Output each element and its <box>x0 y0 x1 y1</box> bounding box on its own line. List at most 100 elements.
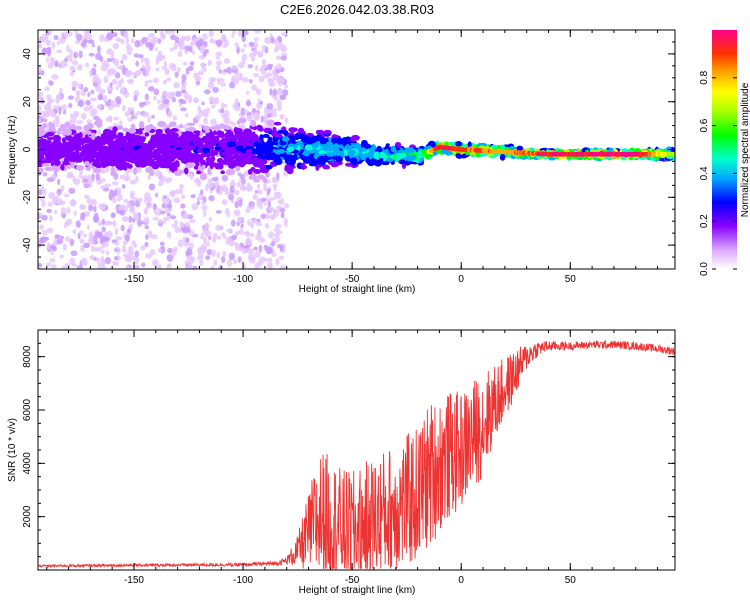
spectrogram-band-blob <box>272 138 279 143</box>
spectrogram-noise-blob <box>272 88 278 97</box>
spectrogram-noise-blob <box>157 208 162 216</box>
spectrogram-band-blob <box>112 126 118 132</box>
spectrogram-noise-blob <box>174 189 180 195</box>
snr-panel: -150 -100 -50 0 50 2000 4000 6000 8000 Height of… <box>7 329 676 596</box>
spectrogram-noise-blob <box>57 188 62 195</box>
spectrogram-band-blob <box>280 149 285 154</box>
spectrogram-noise-blob <box>69 48 73 57</box>
colorbar-gradient <box>712 30 737 269</box>
spectrogram-noise-blob <box>253 113 260 121</box>
spectrogram-noise-blob <box>87 39 95 44</box>
spectrogram-band-blob <box>187 126 196 132</box>
spectrogram-noise-blob <box>215 210 222 214</box>
spectrogram-noise-blob <box>257 189 263 195</box>
spectrogram-noise-blob <box>79 230 84 235</box>
spectrogram-band-blob <box>245 148 254 155</box>
spectrogram-noise-blob <box>166 231 172 239</box>
spectrogram-noise-blob <box>208 96 213 104</box>
spectrogram-noise-blob <box>201 101 205 106</box>
spectrogram-band-blob <box>117 132 124 137</box>
spectrogram-noise-blob <box>71 60 79 66</box>
spectrogram-band-blob <box>86 150 96 157</box>
spectrogram-noise-blob <box>101 226 106 233</box>
spectrogram-band-blob <box>373 151 380 159</box>
spectrogram-noise-blob <box>112 42 120 50</box>
spectrogram-noise-blob <box>96 45 101 54</box>
spectrogram-noise-blob <box>228 252 235 261</box>
spectrogram-band-blob <box>256 124 263 131</box>
snr-ylabel: SNR (10 * v/v) <box>7 418 18 482</box>
spectrogram-noise-blob <box>167 110 172 117</box>
spectrogram-noise-blob <box>248 52 256 58</box>
spectrogram-band-blob <box>158 147 163 155</box>
spectrogram-band-blob <box>318 149 326 155</box>
spectrogram-noise-blob <box>77 232 81 240</box>
spectrogram-noise-blob <box>284 117 289 124</box>
spectrogram-ylabel: Frequency (Hz) <box>7 116 18 185</box>
spectrogram-noise-blob <box>257 98 261 103</box>
spectrogram-noise-blob <box>96 246 102 252</box>
spectrogram-band-blob <box>57 155 62 160</box>
spectrogram-band-blob <box>398 159 406 165</box>
spectrogram-noise-blob <box>126 50 132 56</box>
spectrogram-band-blob <box>297 127 305 134</box>
spectrogram-noise-blob <box>144 241 149 248</box>
spectrogram-noise-blob <box>129 179 137 185</box>
spectrogram-noise-blob <box>70 250 78 257</box>
spectrogram-noise-blob <box>157 170 162 177</box>
spectrogram-noise-blob <box>130 109 135 116</box>
spectrogram-noise-blob <box>184 35 192 42</box>
spectrogram-band-blob <box>137 147 147 155</box>
spectrogram-noise-blob <box>280 212 285 219</box>
spectrogram-band-blob <box>46 151 56 157</box>
spectrogram-noise-blob <box>198 110 204 117</box>
spectrogram-band-blob <box>343 149 349 157</box>
spectrogram-noise-blob <box>155 67 160 72</box>
spectrogram-noise-blob <box>177 239 184 248</box>
spectrogram-band-blob <box>90 132 96 140</box>
spectrogram-noise-blob <box>258 75 265 83</box>
spectrogram-band-blob <box>299 133 305 138</box>
spectrogram-noise-blob <box>63 31 69 39</box>
spectrogram-band-blob <box>144 125 152 132</box>
spectrogram-noise-blob <box>171 62 176 70</box>
spectrogram-band-blob <box>258 159 264 165</box>
spectrogram-noise-blob <box>203 117 209 125</box>
spectrogram-noise-blob <box>122 244 126 251</box>
spectrogram-band-blob <box>499 153 506 161</box>
spectrogram-noise-blob <box>100 88 106 94</box>
spectrogram-band-blob <box>363 144 372 149</box>
spectrogram-band-blob <box>56 129 62 135</box>
spectrogram-band-blob <box>326 145 334 152</box>
spectrogram-noise-blob <box>208 216 213 222</box>
spectrogram-band-blob <box>185 162 194 169</box>
spectrogram-band-blob <box>138 121 145 129</box>
spectrogram-noise-blob <box>89 97 97 102</box>
spectrogram-noise-blob <box>147 86 155 92</box>
colorbar-tick-label: 0.8 <box>699 70 710 84</box>
spectrogram-noise-blob <box>82 260 88 267</box>
y-tick-label: 0 <box>22 146 33 152</box>
spectrogram-band-blob <box>59 123 67 131</box>
spectrogram-band-blob <box>216 157 224 164</box>
spectrogram-band-blob <box>147 166 153 174</box>
spectrogram-noise-blob <box>69 257 76 266</box>
spectrogram-noise-blob <box>242 30 249 36</box>
spectrogram-noise-blob <box>50 56 56 64</box>
spectrogram-noise-blob <box>223 116 230 124</box>
spectrogram-noise-blob <box>261 69 266 75</box>
spectrogram-noise-blob <box>56 49 63 54</box>
spectrogram-noise-blob <box>58 106 62 115</box>
spectrogram-noise-blob <box>115 86 119 91</box>
spectrogram-noise-blob <box>70 198 76 207</box>
spectrogram-noise-blob <box>260 213 267 219</box>
spectrogram-band-blob <box>44 166 54 172</box>
spectrogram-noise-blob <box>133 242 138 249</box>
spectrogram-band-blob <box>64 141 69 146</box>
spectrogram-band-blob <box>223 158 229 165</box>
spectrogram-noise-blob <box>98 232 103 239</box>
spectrogram-band-blob <box>192 139 201 147</box>
spectrogram-noise-blob <box>237 256 242 263</box>
y-tick-label: 2000 <box>22 505 33 528</box>
